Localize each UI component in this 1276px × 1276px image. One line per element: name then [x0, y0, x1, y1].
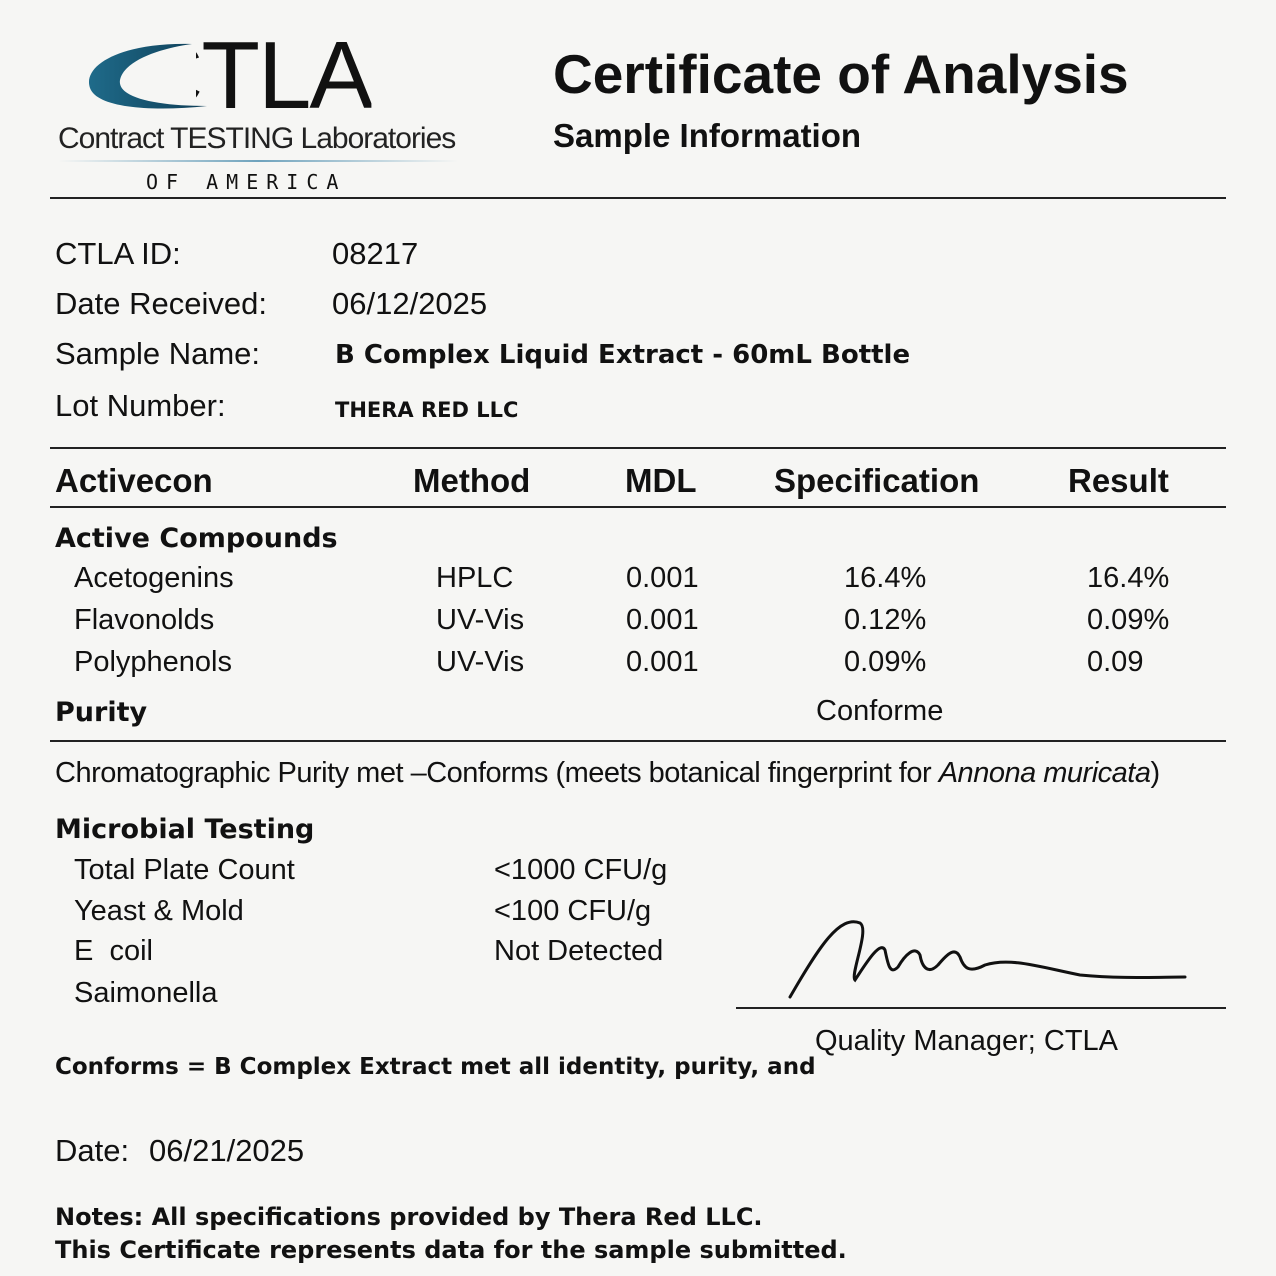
divider [50, 197, 1226, 199]
microbial-value: Not Detected [494, 935, 664, 967]
signature-title: Quality Manager; CTLA [815, 1025, 1119, 1057]
cell-method: UV-Vis [436, 604, 525, 636]
signature-image [788, 920, 1187, 999]
purity-value: Conforme [816, 695, 944, 727]
label-sample-name: Sample Name: [55, 336, 261, 371]
cell-mdl: 0.001 [626, 646, 699, 678]
microbial-name: Total Plate Count [74, 854, 295, 886]
cell-spec: 0.09% [844, 646, 927, 678]
label-date-received: Date Received: [55, 286, 267, 321]
page-subtitle: Sample Information [553, 117, 862, 154]
cell-mdl: 0.001 [626, 562, 699, 594]
signature-line [736, 1007, 1226, 1009]
value-date-received: 06/12/2025 [332, 286, 488, 321]
microbial-value: <1000 CFU/g [494, 854, 668, 886]
purity-note: Chromatographic Purity met –Conforms (me… [55, 757, 1160, 790]
cell-spec: 16.4% [844, 562, 927, 594]
logo-underline [58, 160, 458, 162]
microbial-name: Yeast & Mold [74, 895, 244, 927]
divider [50, 447, 1226, 449]
page-title: Certificate of Analysis [553, 43, 1129, 105]
date-value: 06/21/2025 [149, 1133, 305, 1168]
col-header: Result [1068, 462, 1169, 499]
cell-name: Acetogenins [74, 562, 234, 594]
species-name: Annona muricata [938, 757, 1151, 789]
cell-spec: 0.12% [844, 604, 927, 636]
cell-result: 0.09 [1087, 646, 1144, 678]
cell-method: UV-Vis [436, 646, 525, 678]
microbial-name: E coil [74, 935, 153, 967]
col-header: Activecon [55, 462, 213, 499]
col-header: Method [413, 462, 531, 499]
value-sample-name: B Complex Liquid Extract - 60mL Bottle [335, 340, 911, 370]
value-ctla-id: 08217 [332, 236, 419, 271]
purity-note-close: ) [1150, 757, 1160, 789]
logo-swoosh-icon [88, 43, 207, 109]
microbial-value: <100 CFU/g [494, 895, 652, 927]
microbial-title: Microbial Testing [55, 814, 315, 845]
col-header: Specification [774, 462, 980, 499]
col-header: MDL [625, 462, 697, 499]
microbial-name: Saimonella [74, 977, 218, 1009]
cell-name: Polyphenols [74, 646, 232, 678]
cell-mdl: 0.001 [626, 604, 699, 636]
logo-mark: CTLA [134, 22, 372, 129]
value-lot-number: THERA RED LLC [335, 398, 519, 422]
cell-name: Flavonolds [74, 604, 215, 636]
cell-method: HPLC [436, 562, 514, 594]
date-label: Date: [55, 1133, 130, 1168]
label-lot-number: Lot Number: [55, 388, 226, 423]
purity-label: Purity [55, 697, 148, 728]
notes-line: Notes: All specifications provided by Th… [55, 1203, 763, 1231]
notes-line: This Certificate represents data for the… [55, 1236, 847, 1264]
cell-result: 16.4% [1087, 562, 1170, 594]
logo-line1: Contract TESTING Laboratories [58, 122, 456, 155]
section-heading: Active Compounds [55, 523, 338, 554]
purity-note-text: Chromatographic Purity met –Conforms (me… [55, 757, 939, 789]
divider [50, 506, 1226, 508]
cell-result: 0.09% [1087, 604, 1170, 636]
label-ctla-id: CTLA ID: [55, 236, 181, 271]
divider [50, 740, 1226, 742]
logo-line2: OF AMERICA [146, 170, 347, 194]
conforms-note: Conforms = B Complex Extract met all ide… [55, 1054, 816, 1080]
